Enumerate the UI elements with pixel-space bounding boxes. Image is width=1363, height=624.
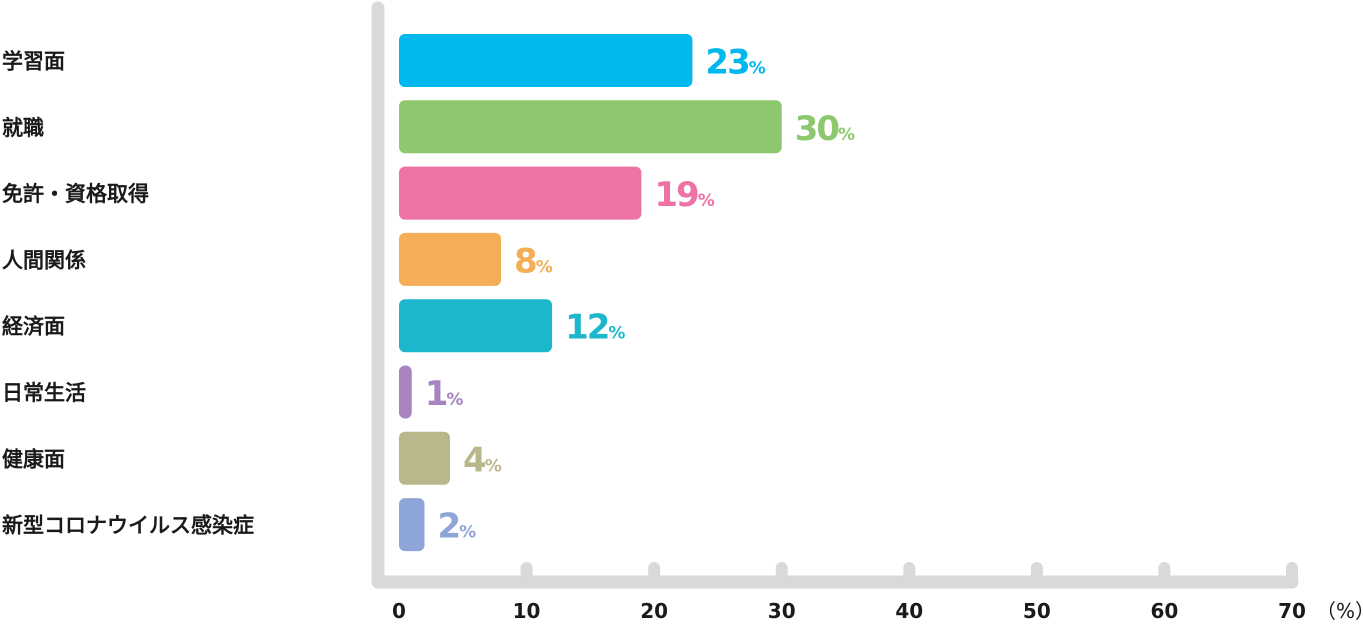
bar [399,232,502,286]
value-label: 8% [514,241,553,281]
category-label: 免許・資格取得 [2,182,149,206]
x-axis-unit: （%） [1316,599,1363,623]
axes [371,1,1299,589]
x-tick-label: 30 [768,599,796,623]
category-label: 健康面 [2,447,65,471]
value-label: 30% [795,109,855,149]
value-label: 12% [565,308,625,348]
category-label: 経済面 [2,315,65,339]
category-label: 新型コロナウイルス感染症 [2,514,254,538]
x-tick-label: 70 [1278,599,1306,623]
value-label: 23% [705,43,765,83]
category-label: 人間関係 [2,248,86,272]
bar [399,100,782,154]
x-tick-labels: 0 10 20 30 40 50 60 70 [392,599,1306,623]
category-label: 学習面 [2,50,65,74]
x-tick-label: 10 [513,599,541,623]
x-tick-label: 50 [1023,599,1051,623]
value-labels: 23% 30% 19% 8% 12% 1% 4% 2% [425,43,855,547]
x-tick-label: 0 [392,599,406,623]
value-label: 19% [654,175,714,215]
bar [399,431,451,485]
bar [399,365,412,419]
bar [399,498,425,552]
value-label: 4% [463,440,502,480]
bars [399,34,782,552]
category-label: 就職 [2,116,44,140]
x-tick-label: 60 [1151,599,1179,623]
x-tick-label: 40 [895,599,923,623]
category-label: 日常生活 [2,381,86,405]
x-tick-label: 20 [640,599,668,623]
bar [399,34,693,87]
value-label: 1% [425,374,464,414]
value-label: 2% [438,507,477,547]
bar [399,166,642,220]
bar [399,299,553,353]
